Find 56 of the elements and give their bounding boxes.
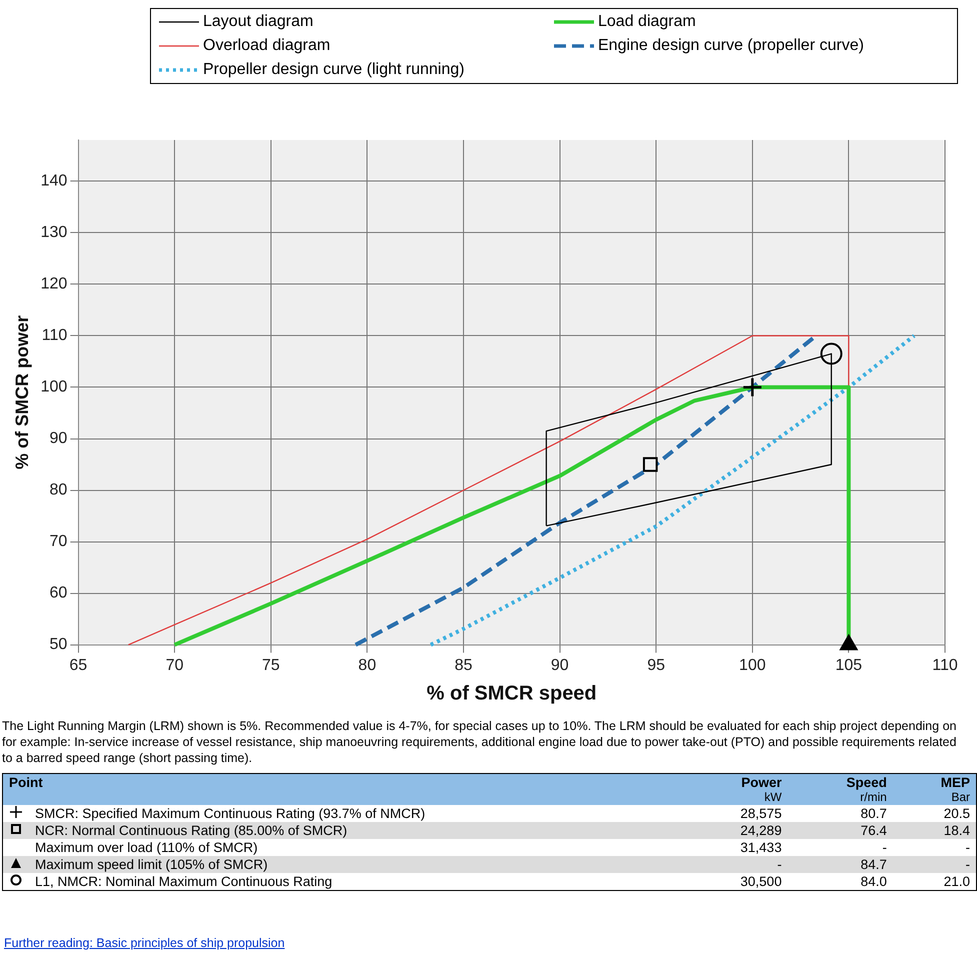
text: r/min bbox=[859, 790, 887, 804]
text: NCR: Normal Continuous Rating (85.00% of SMCR) bbox=[29, 822, 681, 839]
x-tick-label: 85 bbox=[454, 656, 472, 674]
text: Maximum over load (110% of SMCR) bbox=[34, 839, 259, 856]
text: SMCR: Specified Maximum Continuous Rating (93.7% of NMCR) bbox=[34, 805, 426, 822]
text: The Light Running Margin (LRM) shown is 5%. Recommended value is 4-7%, for special cases up to 10%. The LRM should be evaluated for each ship project depending on for example: In-service increase of vessel resistance, ship manoeuvring requirements, additional engine load due to power take-out (PTO) and possible requirements related to a barred speed range (short passing time). bbox=[2, 718, 958, 766]
y-tick-label: 80 bbox=[50, 482, 68, 499]
text: kW bbox=[763, 790, 782, 804]
text: - bbox=[892, 856, 976, 873]
x-tick-label: 100 bbox=[739, 656, 766, 674]
text: 31,433 bbox=[739, 839, 783, 856]
x-tick-label: 110 bbox=[932, 656, 958, 674]
y-tick-label: 50 bbox=[50, 636, 68, 654]
text: Further reading: Basic principles of ship propulsion bbox=[4, 936, 285, 950]
y-axis-title: % of SMCR power bbox=[12, 315, 32, 470]
text: 80.7 bbox=[860, 805, 888, 822]
x-tick-label: 80 bbox=[358, 656, 376, 674]
y-tick-label: 60 bbox=[50, 584, 68, 602]
text: 84.7 bbox=[788, 856, 893, 873]
text: - bbox=[964, 839, 971, 856]
legend-label: Engine design curve (propeller curve) bbox=[598, 37, 864, 55]
text: 84.0 bbox=[860, 873, 888, 890]
x-tick-label: 90 bbox=[550, 656, 569, 674]
x-tick-label: 65 bbox=[69, 656, 88, 674]
legend-label: Propeller design curve (light running) bbox=[203, 61, 464, 79]
text: Power bbox=[740, 775, 782, 790]
text: 76.4 bbox=[788, 822, 893, 839]
y-tick-label: 110 bbox=[42, 327, 68, 344]
x-tick-label: 95 bbox=[647, 656, 666, 674]
x-tick-label: 105 bbox=[835, 656, 862, 674]
y-tick-label: 70 bbox=[50, 533, 68, 550]
text: 20.5 bbox=[942, 805, 971, 822]
x-tick-label: 75 bbox=[262, 656, 280, 674]
text: - bbox=[881, 839, 888, 856]
y-tick-label: 130 bbox=[40, 224, 68, 242]
text: MEP bbox=[940, 775, 970, 790]
text: L1, NMCR: Nominal Maximum Continuous Rating bbox=[34, 873, 334, 890]
text: 21.0 bbox=[942, 873, 971, 890]
legend-label: Load diagram bbox=[598, 13, 696, 31]
x-tick-label: 70 bbox=[166, 656, 184, 674]
y-tick-label: 120 bbox=[40, 276, 68, 293]
text: 18.4 bbox=[892, 822, 976, 839]
text: Point bbox=[2, 774, 681, 805]
legend-label: Layout diagram bbox=[203, 13, 314, 31]
text: Maximum speed limit (105% of SMCR) bbox=[29, 856, 681, 873]
text: 30,500 bbox=[739, 873, 783, 890]
text: Speed bbox=[845, 775, 887, 790]
y-tick-label: 90 bbox=[50, 430, 68, 448]
text: 24,289 bbox=[681, 822, 788, 839]
y-tick-label: 140 bbox=[40, 172, 68, 190]
x-axis-title: % of SMCR speed bbox=[426, 682, 597, 705]
y-tick-label: 100 bbox=[40, 378, 68, 396]
text: 28,575 bbox=[739, 805, 783, 822]
legend-label: Overload diagram bbox=[203, 37, 330, 55]
text: Bar bbox=[950, 790, 970, 804]
text: - bbox=[681, 856, 788, 873]
